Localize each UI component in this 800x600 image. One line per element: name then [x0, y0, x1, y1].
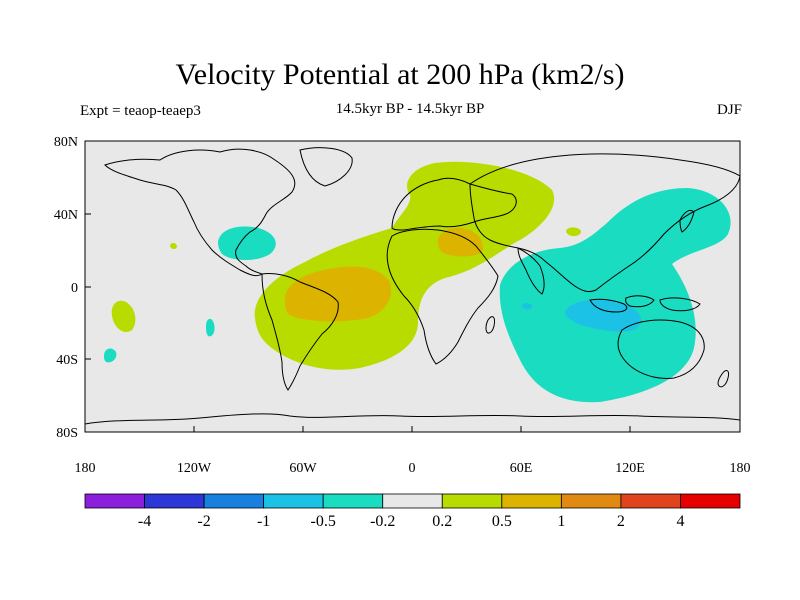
x-tick-label: 120W — [177, 461, 212, 476]
chart-title: Velocity Potential at 200 hPa (km2/s) — [175, 58, 625, 91]
colorbar-swatch — [501, 493, 562, 509]
y-tick-label: 80S — [56, 426, 78, 441]
colorbar-label: 2 — [617, 513, 625, 530]
colorbar-swatch — [382, 493, 443, 509]
x-tick-label: 0 — [409, 461, 416, 476]
positive-region-pacific-1 — [111, 300, 136, 333]
colorbar: -4 -2 -1 -0.5 -0.2 0.2 0.5 1 2 4 — [84, 493, 741, 530]
colorbar-label: -0.2 — [370, 513, 395, 530]
positive-region-pacific-3 — [566, 227, 582, 237]
x-tick-label: 180 — [75, 461, 96, 476]
chart-subtitle: 14.5kyr BP - 14.5kyr BP — [335, 101, 485, 117]
colorbar-label: 0.5 — [492, 513, 512, 530]
colorbar-label: -2 — [197, 513, 210, 530]
positive-region-mideast — [437, 227, 483, 257]
experiment-label: Expt = teaop-teaep3 — [80, 103, 201, 119]
colorbar-swatch — [322, 493, 384, 509]
x-tick-label: 60W — [289, 461, 317, 476]
negative-region-small — [522, 303, 533, 310]
coastlines — [85, 147, 740, 425]
y-tick-label: 40N — [54, 208, 78, 223]
colorbar-label: 0.2 — [432, 513, 452, 530]
negative-region-gulf — [218, 226, 276, 260]
positive-region-pacific-2 — [170, 243, 177, 249]
colorbar-swatch — [560, 493, 622, 509]
negative-region-pacific-2 — [104, 348, 117, 363]
colorbar-label: -4 — [138, 513, 151, 530]
colorbar-swatch — [263, 493, 324, 509]
x-tick-label: 180 — [730, 461, 751, 476]
colorbar-label: -1 — [257, 513, 270, 530]
colorbar-swatch — [680, 493, 741, 509]
negative-region-indo-pacific — [499, 188, 731, 403]
x-tick-label: 120E — [615, 461, 645, 476]
negative-region-indian-ocean — [565, 299, 642, 332]
colorbar-swatch — [620, 493, 681, 509]
x-axis-ticks — [84, 426, 741, 432]
positive-region-amazon — [284, 266, 392, 322]
colorbar-swatch — [203, 493, 265, 509]
negative-region-pacific-1 — [206, 318, 215, 337]
colorbar-swatch — [441, 493, 503, 509]
y-tick-label: 80N — [54, 135, 78, 150]
y-tick-label: 0 — [71, 281, 78, 296]
colorbar-label: -0.5 — [311, 513, 336, 530]
y-axis-ticks — [85, 140, 91, 433]
colorbar-label: 4 — [676, 513, 684, 530]
colorbar-swatch — [144, 493, 205, 509]
contour-fields — [85, 147, 740, 425]
season-label: DJF — [716, 102, 742, 118]
colorbar-swatch — [84, 493, 145, 509]
colorbar-label: 1 — [557, 513, 565, 530]
x-tick-label: 60E — [510, 461, 533, 476]
y-tick-label: 40S — [56, 353, 78, 368]
